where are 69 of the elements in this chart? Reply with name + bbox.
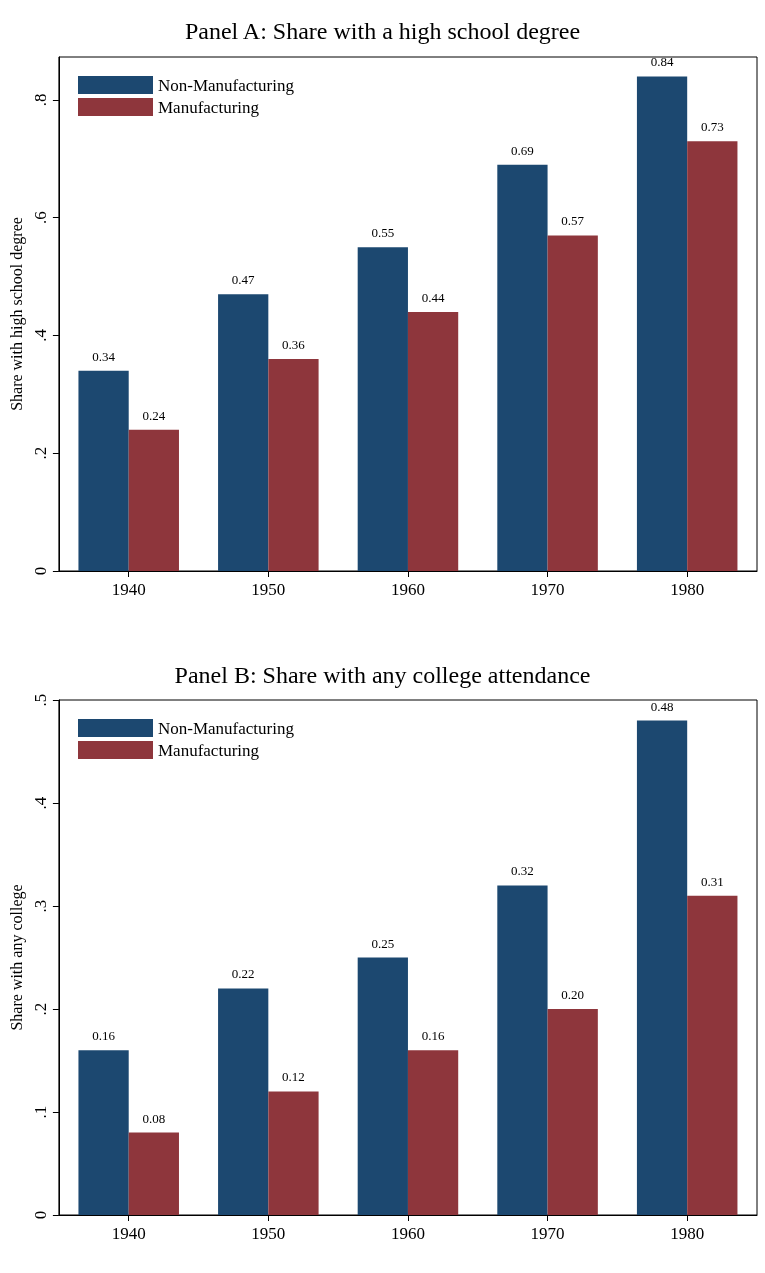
data-label: 0.34 [92,348,116,364]
data-label: 0.32 [511,863,534,879]
x-tick-label: 1950 [251,580,286,599]
legend-label: Manufacturing [158,740,260,760]
bar [497,164,548,571]
y-tick-label: .2 [30,1002,50,1016]
bar [547,235,598,571]
data-label: 0.20 [561,987,585,1002]
bar [636,76,688,571]
bar [357,247,408,571]
bar [128,429,179,571]
data-label: 0.47 [231,272,256,288]
data-label: 0.24 [142,407,166,423]
bar [497,885,548,1215]
y-tick-label: .3 [30,899,50,913]
legend-label: Non-Manufacturing [158,75,295,95]
data-label: 0.44 [421,289,445,305]
y-tick-label: .1 [30,1105,50,1119]
data-label: 0.16 [92,1028,116,1044]
data-label: 0.25 [371,935,395,951]
y-tick-label: .6 [30,211,50,225]
legend-label: Manufacturing [158,97,260,117]
x-tick-label: 1980 [670,580,705,599]
data-label: 0.48 [650,698,674,714]
bar [407,311,459,571]
data-label: 0.84 [650,54,674,70]
data-label: 0.36 [282,337,306,353]
x-tick-label: 1950 [251,1224,286,1243]
y-tick-label: .4 [30,328,50,342]
y-tick-label: .4 [30,796,50,810]
bar [268,1091,319,1215]
data-label: 0.12 [282,1069,305,1085]
data-label: 0.08 [142,1110,166,1126]
bar [547,1009,598,1215]
data-label: 0.16 [421,1028,445,1044]
bar [218,294,269,571]
chart-title: Panel A: Share with a high school degree [184,18,581,44]
bar [78,1050,129,1215]
x-tick-label: 1940 [111,1224,146,1243]
y-tick-label: .5 [30,693,50,707]
data-label: 0.69 [511,142,534,158]
x-tick-label: 1980 [670,1224,705,1243]
x-tick-label: 1960 [390,1224,425,1243]
bar [687,141,738,571]
y-tick-label: .2 [30,446,50,460]
bar [407,1050,459,1215]
x-tick-label: 1970 [530,1224,565,1243]
y-tick-label: 0 [30,566,50,576]
x-tick-label: 1960 [390,580,425,599]
legend-label: Non-Manufacturing [158,718,295,738]
x-tick-label: 1970 [530,580,565,599]
x-tick-label: 1940 [111,580,146,599]
data-label: 0.73 [700,119,724,135]
bar [218,988,269,1215]
y-axis-title: Share with any college [7,884,26,1031]
data-label: 0.31 [700,873,724,889]
bar [357,957,408,1215]
data-label: 0.55 [371,225,395,241]
y-tick-label: .8 [30,93,50,107]
chart-title: Panel B: Share with any college attendance [174,662,591,688]
bar [78,370,129,571]
bar [687,895,738,1215]
y-tick-label: 0 [30,1210,50,1220]
y-axis-title: Share with high school degree [7,217,26,411]
data-label: 0.22 [231,966,255,982]
bar [128,1132,179,1215]
bar [636,720,688,1215]
data-label: 0.57 [561,213,585,229]
bar [268,359,319,571]
